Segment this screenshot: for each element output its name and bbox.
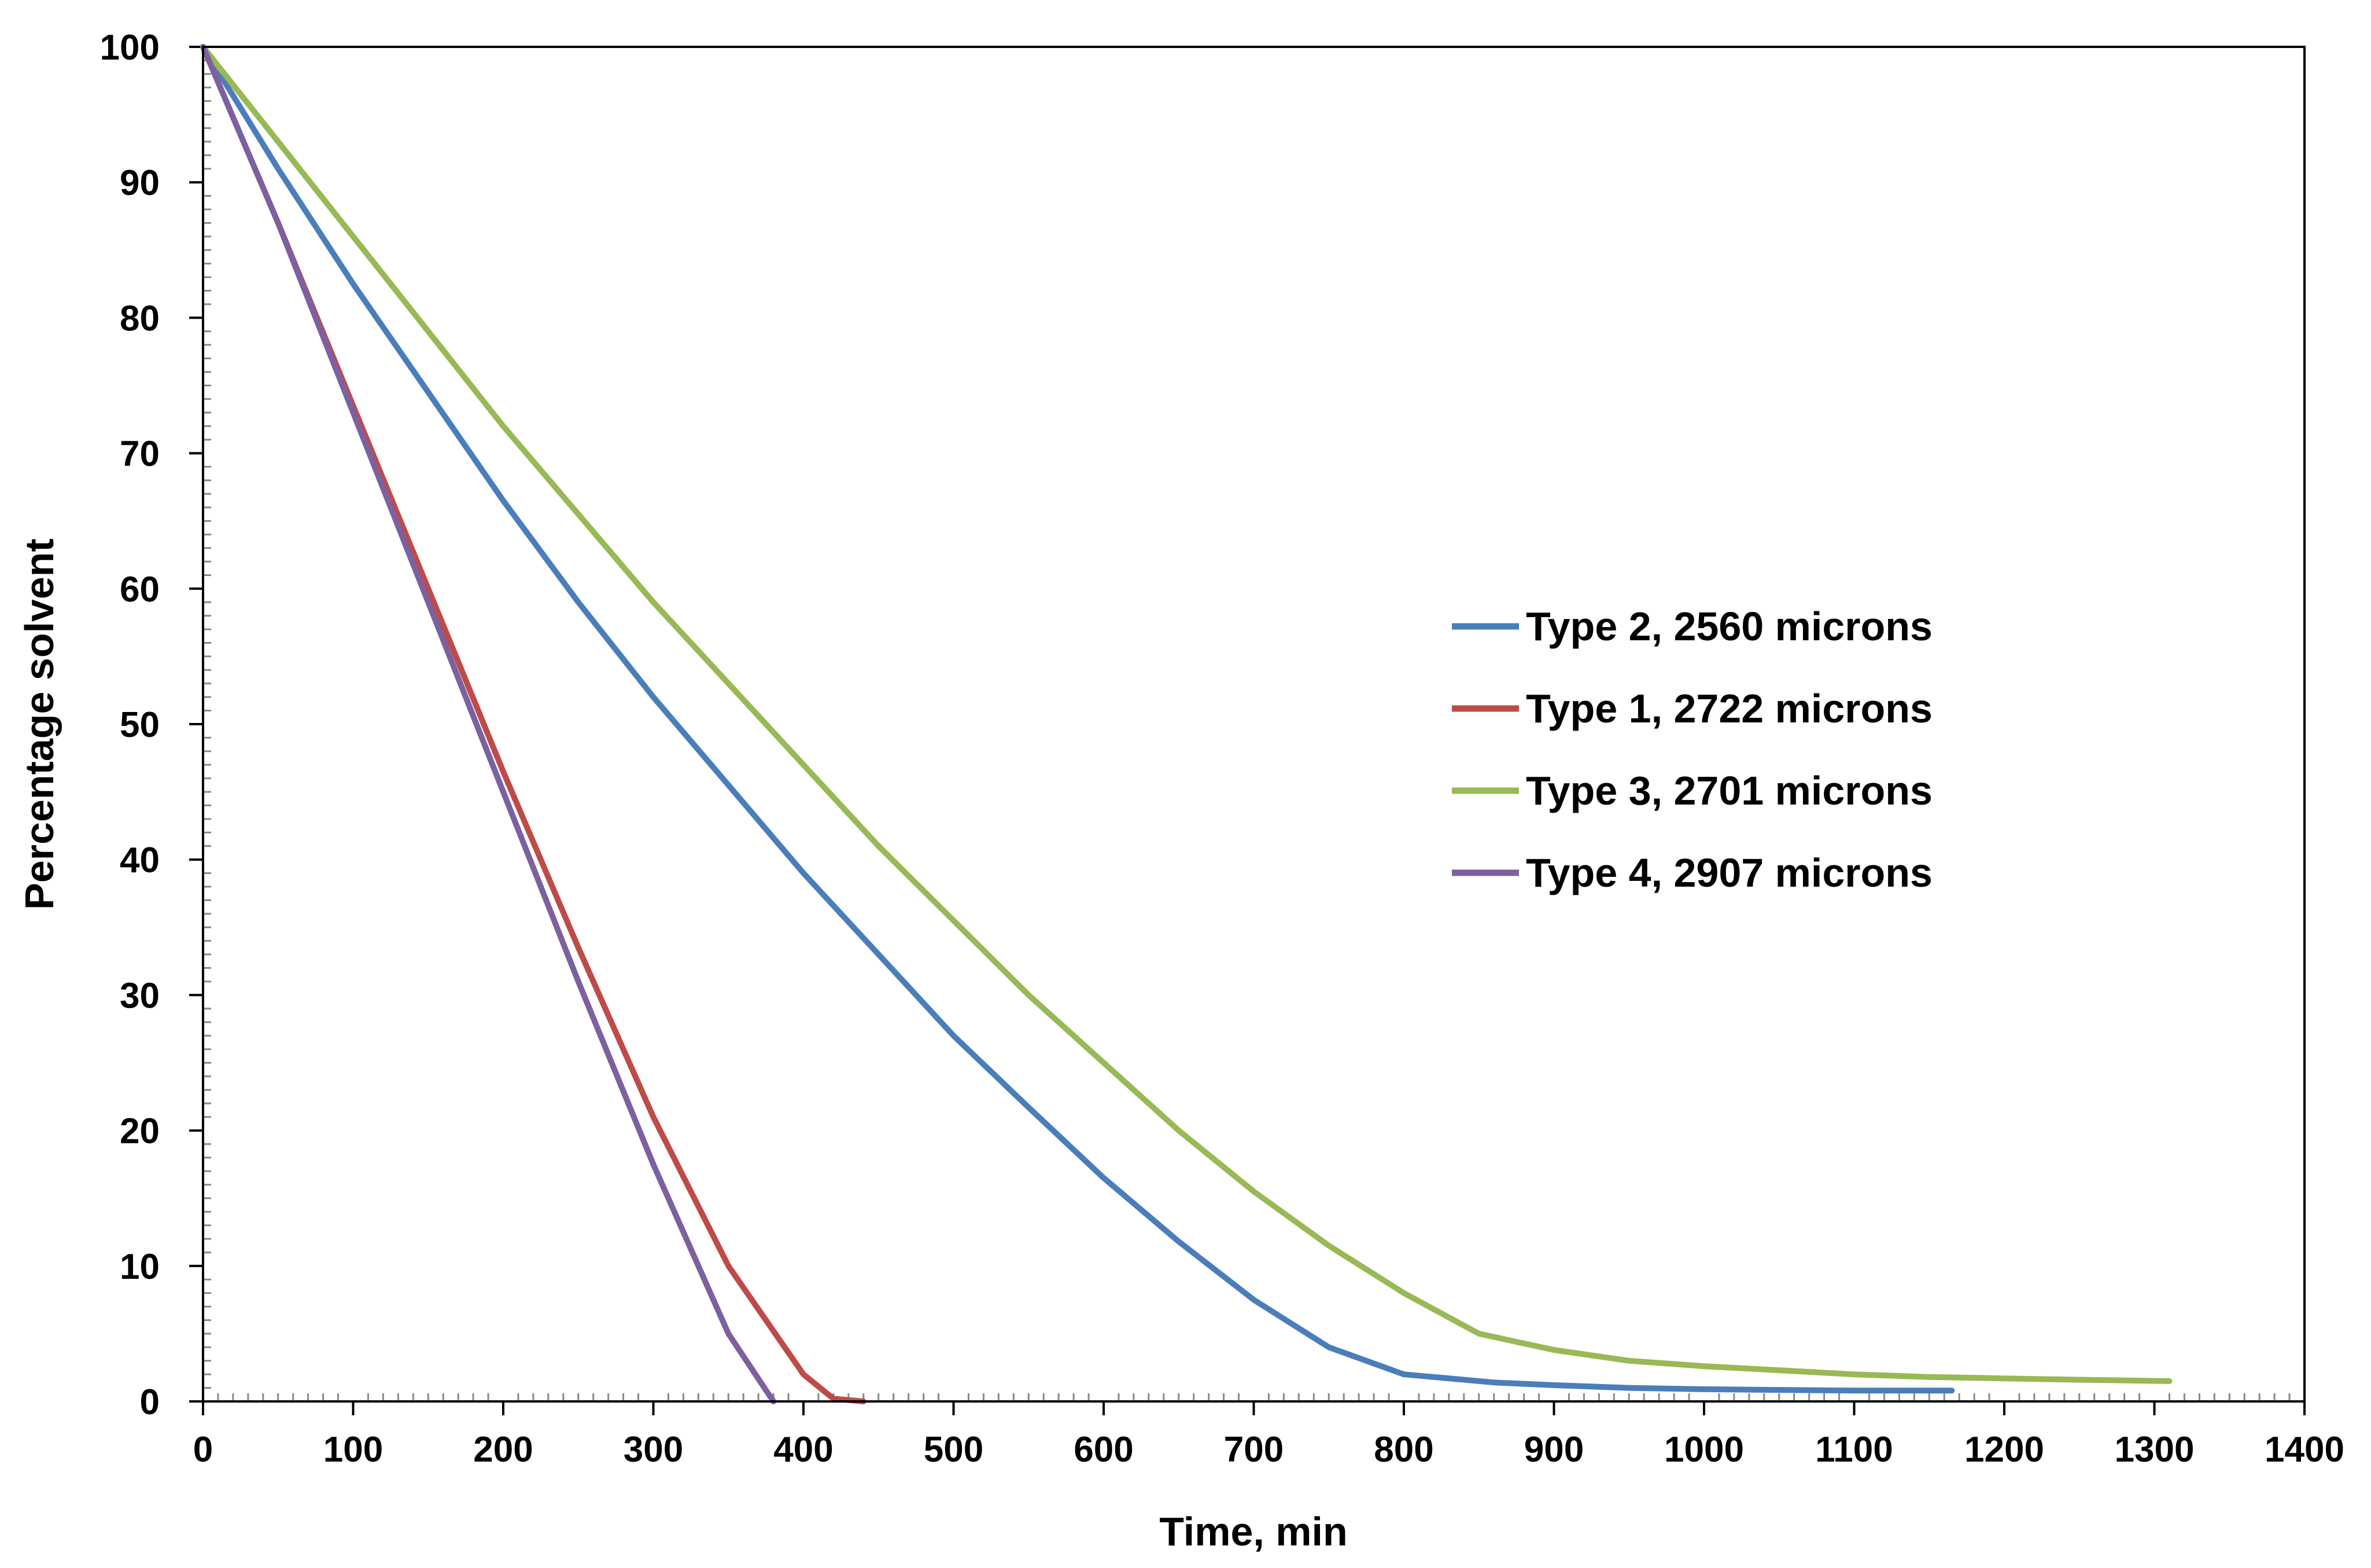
legend-label: Type 3, 2701 microns <box>1526 768 1933 813</box>
plot-area-frame <box>202 46 2306 1403</box>
x-tick-label: 500 <box>924 1430 983 1470</box>
series-line-4 <box>200 44 777 1404</box>
y-tick-label: 20 <box>120 1112 160 1152</box>
legend: Type 2, 2560 microns Type 1, 2722 microns… <box>1452 604 1933 895</box>
y-tick-label: 50 <box>120 705 160 745</box>
x-tick-label: 300 <box>624 1430 683 1470</box>
series-line-1 <box>200 44 1955 1394</box>
y-axis-title: Percentage solvent <box>17 538 62 910</box>
y-tick-label: 10 <box>120 1247 160 1287</box>
x-tick-label: 1300 <box>2115 1430 2195 1470</box>
x-tick-label: 1100 <box>1815 1430 1893 1470</box>
x-tick-label: 200 <box>473 1430 533 1470</box>
x-tick-label: 100 <box>323 1430 383 1470</box>
x-tick-label: 400 <box>773 1430 833 1470</box>
y-tick-label: 90 <box>120 163 160 203</box>
y-tick-label: 100 <box>100 28 160 68</box>
x-axis-title: Time, min <box>1159 1509 1347 1554</box>
legend-label: Type 4, 2907 microns <box>1526 850 1933 895</box>
x-tick-label: 1000 <box>1664 1430 1744 1470</box>
x-tick-label: 0 <box>193 1430 213 1470</box>
x-tick-label: 1200 <box>1964 1430 2044 1470</box>
y-tick-label: 40 <box>120 840 160 880</box>
y-tick-label: 70 <box>120 434 160 474</box>
y-tick-label: 0 <box>140 1382 160 1422</box>
y-tick-label: 30 <box>120 976 160 1016</box>
x-tick-label: 700 <box>1224 1430 1284 1470</box>
legend-label: Type 2, 2560 microns <box>1526 604 1933 649</box>
x-tick-label: 600 <box>1074 1430 1133 1470</box>
x-tick-label: 900 <box>1524 1430 1584 1470</box>
series-line-3 <box>200 44 2173 1384</box>
x-tick-label: 1400 <box>2265 1430 2344 1470</box>
y-tick-label: 80 <box>120 298 160 338</box>
x-tick-label: 800 <box>1374 1430 1433 1470</box>
y-tick-label: 60 <box>120 570 160 610</box>
legend-label: Type 1, 2722 microns <box>1526 686 1933 731</box>
